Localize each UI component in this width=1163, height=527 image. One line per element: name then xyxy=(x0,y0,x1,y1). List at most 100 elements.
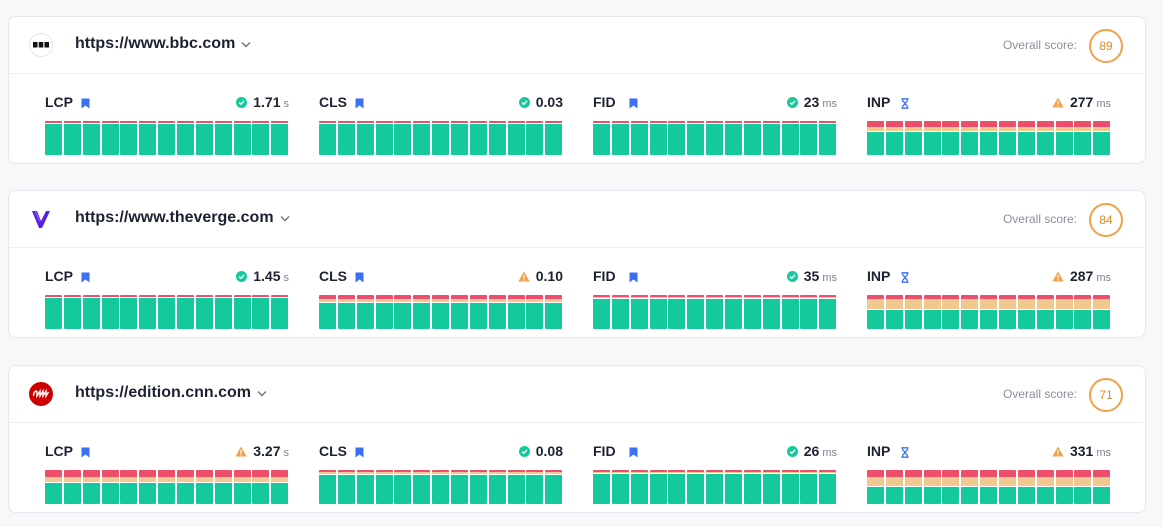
distribution-bar[interactable] xyxy=(743,295,761,329)
distribution-bar[interactable] xyxy=(82,295,100,329)
distribution-bars[interactable] xyxy=(867,295,1111,329)
distribution-bar[interactable] xyxy=(82,470,100,504)
hourglass-icon[interactable] xyxy=(900,445,910,463)
distribution-bar[interactable] xyxy=(432,470,450,504)
distribution-bar[interactable] xyxy=(394,121,412,155)
distribution-bar[interactable] xyxy=(469,470,487,504)
distribution-bar[interactable] xyxy=(450,295,468,329)
distribution-bar[interactable] xyxy=(724,470,742,504)
distribution-bar[interactable] xyxy=(1055,121,1073,155)
distribution-bar[interactable] xyxy=(800,470,818,504)
distribution-bar[interactable] xyxy=(904,121,922,155)
distribution-bar[interactable] xyxy=(139,470,157,504)
distribution-bar[interactable] xyxy=(687,470,705,504)
distribution-bar[interactable] xyxy=(593,121,610,155)
distribution-bars[interactable] xyxy=(867,470,1111,504)
distribution-bar[interactable] xyxy=(450,121,468,155)
distribution-bar[interactable] xyxy=(819,470,837,504)
distribution-bar[interactable] xyxy=(120,121,138,155)
distribution-bar[interactable] xyxy=(195,295,213,329)
distribution-bar[interactable] xyxy=(526,295,544,329)
distribution-bar[interactable] xyxy=(139,121,157,155)
distribution-bar[interactable] xyxy=(923,295,941,329)
distribution-bar[interactable] xyxy=(630,295,648,329)
distribution-bar[interactable] xyxy=(545,295,563,329)
distribution-bar[interactable] xyxy=(214,470,232,504)
distribution-bar[interactable] xyxy=(762,121,780,155)
distribution-bar[interactable] xyxy=(82,121,100,155)
distribution-bar[interactable] xyxy=(867,470,884,504)
distribution-bar[interactable] xyxy=(885,121,903,155)
distribution-bar[interactable] xyxy=(271,121,289,155)
distribution-bar[interactable] xyxy=(319,470,336,504)
distribution-bar[interactable] xyxy=(800,295,818,329)
distribution-bar[interactable] xyxy=(469,121,487,155)
distribution-bars[interactable] xyxy=(45,470,289,504)
distribution-bar[interactable] xyxy=(687,121,705,155)
distribution-bar[interactable] xyxy=(120,295,138,329)
distribution-bar[interactable] xyxy=(413,295,431,329)
distribution-bar[interactable] xyxy=(668,295,686,329)
distribution-bar[interactable] xyxy=(101,295,119,329)
distribution-bar[interactable] xyxy=(885,470,903,504)
distribution-bar[interactable] xyxy=(961,295,979,329)
distribution-bars[interactable] xyxy=(45,295,289,329)
distribution-bar[interactable] xyxy=(356,470,374,504)
distribution-bar[interactable] xyxy=(233,121,251,155)
distribution-bar[interactable] xyxy=(271,470,289,504)
distribution-bar[interactable] xyxy=(356,121,374,155)
distribution-bar[interactable] xyxy=(923,470,941,504)
distribution-bar[interactable] xyxy=(885,295,903,329)
distribution-bar[interactable] xyxy=(526,121,544,155)
distribution-bar[interactable] xyxy=(1074,295,1092,329)
distribution-bar[interactable] xyxy=(176,295,194,329)
hourglass-icon[interactable] xyxy=(900,270,910,288)
distribution-bar[interactable] xyxy=(375,121,393,155)
distribution-bar[interactable] xyxy=(545,470,563,504)
distribution-bar[interactable] xyxy=(394,295,412,329)
distribution-bar[interactable] xyxy=(998,470,1016,504)
distribution-bar[interactable] xyxy=(649,121,667,155)
distribution-bar[interactable] xyxy=(158,470,176,504)
distribution-bar[interactable] xyxy=(961,121,979,155)
distribution-bar[interactable] xyxy=(819,121,837,155)
distribution-bar[interactable] xyxy=(450,470,468,504)
distribution-bar[interactable] xyxy=(1017,470,1035,504)
distribution-bar[interactable] xyxy=(158,121,176,155)
distribution-bar[interactable] xyxy=(630,470,648,504)
distribution-bar[interactable] xyxy=(593,470,610,504)
bookmark-icon[interactable] xyxy=(81,96,90,114)
distribution-bar[interactable] xyxy=(593,295,610,329)
distribution-bar[interactable] xyxy=(176,470,194,504)
distribution-bar[interactable] xyxy=(252,121,270,155)
distribution-bar[interactable] xyxy=(488,295,506,329)
distribution-bar[interactable] xyxy=(781,121,799,155)
distribution-bars[interactable] xyxy=(867,121,1111,155)
distribution-bar[interactable] xyxy=(706,121,724,155)
distribution-bars[interactable] xyxy=(319,121,563,155)
distribution-bar[interactable] xyxy=(762,470,780,504)
distribution-bar[interactable] xyxy=(252,295,270,329)
distribution-bar[interactable] xyxy=(545,121,563,155)
distribution-bar[interactable] xyxy=(980,121,998,155)
distribution-bar[interactable] xyxy=(195,470,213,504)
distribution-bar[interactable] xyxy=(45,470,62,504)
distribution-bar[interactable] xyxy=(980,470,998,504)
distribution-bar[interactable] xyxy=(507,470,525,504)
distribution-bar[interactable] xyxy=(1074,121,1092,155)
distribution-bar[interactable] xyxy=(961,470,979,504)
distribution-bar[interactable] xyxy=(706,470,724,504)
distribution-bar[interactable] xyxy=(867,295,884,329)
distribution-bar[interactable] xyxy=(337,121,355,155)
distribution-bar[interactable] xyxy=(706,295,724,329)
distribution-bar[interactable] xyxy=(1017,121,1035,155)
distribution-bar[interactable] xyxy=(526,470,544,504)
distribution-bar[interactable] xyxy=(762,295,780,329)
distribution-bar[interactable] xyxy=(724,121,742,155)
distribution-bar[interactable] xyxy=(375,295,393,329)
distribution-bar[interactable] xyxy=(1036,470,1054,504)
distribution-bar[interactable] xyxy=(432,295,450,329)
distribution-bar[interactable] xyxy=(214,295,232,329)
distribution-bar[interactable] xyxy=(630,121,648,155)
distribution-bars[interactable] xyxy=(593,470,837,504)
